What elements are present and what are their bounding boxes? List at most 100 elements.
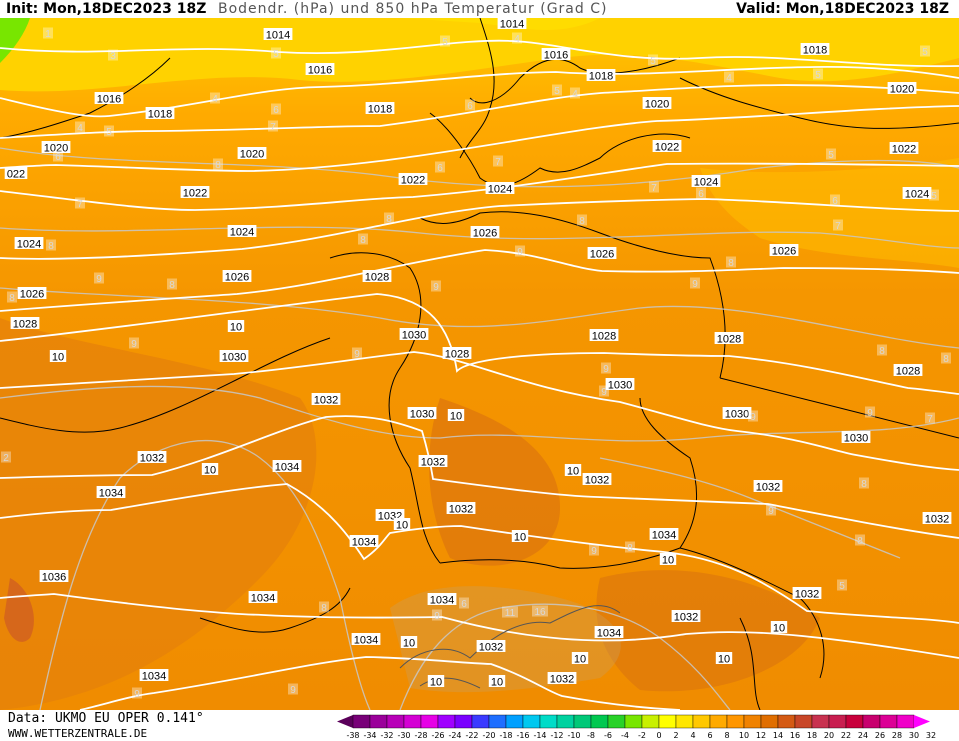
- isotherm-label-text: 8: [321, 603, 327, 614]
- isobar-label-24: 1026: [222, 270, 252, 284]
- isobar-label-text: 1032: [314, 395, 338, 407]
- isobar-label-23: 1026: [17, 287, 47, 301]
- isotherm-label-13: 4: [570, 87, 580, 100]
- isotherm-label-12: 5: [552, 84, 562, 97]
- isotherm-label-text: 4: [572, 89, 578, 100]
- isobar-label-46: 1032: [446, 502, 476, 516]
- isobar-label-text: 1014: [500, 19, 524, 31]
- legend-tick-label: -30: [397, 731, 410, 740]
- legend-tick-label: 14: [773, 731, 783, 740]
- legend-min-arrow: [337, 715, 353, 728]
- isotherm-label-45: 9: [748, 410, 758, 423]
- isobar-label-text: 1020: [890, 84, 914, 96]
- isobar-label-text: 1032: [550, 674, 574, 686]
- isotherm-label-44: 8: [941, 352, 951, 365]
- isobar-label-62: 10: [227, 320, 245, 334]
- legend-swatch: [403, 714, 422, 729]
- legend-tick-label: 26: [875, 731, 885, 740]
- isotherm-label-text: 8: [169, 280, 175, 291]
- map-title: Bodendr. (hPa) und 850 hPa Temperatur (G…: [218, 1, 608, 17]
- isobar-label-text: 1018: [368, 104, 392, 116]
- isotherm-label-15: 6: [465, 99, 475, 112]
- isotherm-label-text: 5: [650, 56, 656, 67]
- isobar-label-72: 10: [571, 652, 589, 666]
- isobar-label-10: 1020: [237, 147, 267, 161]
- isobar-label-25: 1026: [470, 226, 500, 240]
- isobar-label-53: 1034: [96, 486, 126, 500]
- isobar-label-text: 10: [450, 411, 462, 423]
- isobar-label-text: 1036: [42, 572, 66, 584]
- isotherm-label-11: 5: [920, 45, 930, 58]
- legend-tick-label: 22: [841, 731, 851, 740]
- isobar-label-34: 1030: [219, 350, 249, 364]
- isobar-label-text: 1032: [421, 457, 445, 469]
- isotherm-label-text: 4: [514, 34, 520, 45]
- isotherm-label-text: 8: [360, 235, 366, 246]
- isotherm-label-24: 6: [696, 187, 706, 200]
- isotherm-label-text: 9: [768, 506, 774, 517]
- isobar-label-38: 1030: [722, 407, 752, 421]
- isotherm-label-7: 4: [512, 32, 522, 45]
- isobar-label-32: 1028: [714, 332, 744, 346]
- isobar-label-text: 10: [396, 520, 408, 532]
- isotherm-label-text: 7: [495, 157, 501, 168]
- isotherm-label-26: 6: [830, 194, 840, 207]
- isotherm-label-14: 6: [271, 103, 281, 116]
- isobar-label-text: 10: [773, 623, 785, 635]
- legend-tick-label: 10: [739, 731, 749, 740]
- legend-tick-label: 6: [707, 731, 712, 740]
- isotherm-label-text: 5: [554, 86, 560, 97]
- isotherm-label-text: 8: [943, 354, 949, 365]
- isotherm-label-text: 8: [879, 346, 885, 357]
- temperature-bands: [0, 18, 959, 710]
- isobar-label-17: 1022: [889, 142, 919, 156]
- isobar-label-text: 1020: [44, 143, 68, 155]
- isotherm-label-49: 8: [859, 477, 869, 490]
- temperature-legend: -38 -34 -32 -30 -28 -26 -24 -22 -20 -18 -16 -14 -12-…: [337, 714, 936, 740]
- legend-swatch: [420, 714, 439, 729]
- isobar-label-71: 10: [715, 652, 733, 666]
- legend-swatch: [845, 714, 864, 729]
- legend-swatches: [337, 714, 930, 729]
- isobar-label-47: 1032: [922, 512, 952, 526]
- isobar-label-text: 1014: [266, 30, 290, 42]
- isotherm-label-text: 8: [215, 160, 221, 171]
- isobar-label-36: 1030: [605, 378, 635, 392]
- isobar-label-text: 1034: [99, 488, 123, 500]
- legend-swatch: [505, 714, 524, 729]
- isotherm-label-text: 5: [815, 70, 821, 81]
- isotherm-label-33: 8: [726, 256, 736, 269]
- isotherm-label-36: 9: [431, 280, 441, 293]
- legend-tick-label: -2: [638, 731, 646, 740]
- isobar-label-73: 10: [488, 675, 506, 689]
- isobar-label-41: 1032: [137, 451, 167, 465]
- legend-swatch: [811, 714, 830, 729]
- isobar-label-42: 1032: [418, 455, 448, 469]
- isotherm-label-text: 9: [434, 611, 440, 622]
- legend-swatch: [862, 714, 881, 729]
- isobar-label-68: 10: [511, 530, 529, 544]
- isobar-label-text: 1016: [544, 50, 568, 62]
- isotherm-label-5: 5: [271, 47, 281, 60]
- isotherm-label-text: 9: [517, 247, 523, 258]
- isobar-label-8: 1018: [800, 43, 830, 57]
- legend-tick-label: 28: [892, 731, 902, 740]
- isotherm-label-text: 9: [96, 274, 102, 285]
- legend-swatch: [726, 714, 745, 729]
- init-time-label: Init: Mon,18DEC2023 18Z: [6, 1, 207, 17]
- isobar-label-text: 1018: [148, 109, 172, 121]
- isotherm-label-46: 9: [865, 406, 875, 419]
- isobar-label-14: 1022: [180, 186, 210, 200]
- isobar-label-49: 1032: [671, 610, 701, 624]
- isobar-label-5: 1018: [145, 107, 175, 121]
- isotherm-label-text: 9: [354, 349, 360, 360]
- isobar-label-50: 1032: [476, 640, 506, 654]
- isobar-label-18: 1024: [14, 237, 44, 251]
- isotherm-label-text: 9: [601, 387, 607, 398]
- isotherm-label-text: 7: [835, 221, 841, 232]
- legend-tick-label: -32: [380, 731, 393, 740]
- isobar-label-text: 1016: [308, 65, 332, 77]
- isotherm-label-39: 9: [129, 337, 139, 350]
- legend-swatch: [454, 714, 473, 729]
